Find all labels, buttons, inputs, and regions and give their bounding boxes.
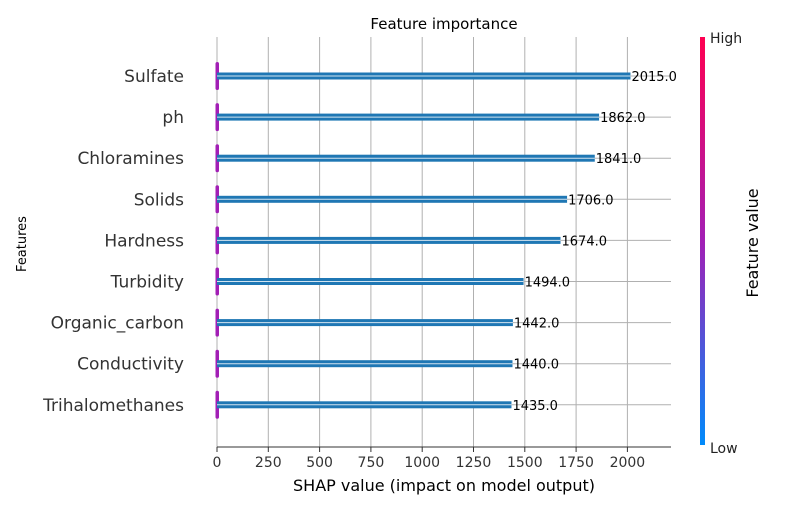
category-label: ph <box>162 108 184 128</box>
x-tick-label: 500 <box>306 455 333 471</box>
x-tick-label: 250 <box>255 455 282 471</box>
category-label: Solids <box>134 190 184 210</box>
category-label: Trihalomethanes <box>42 396 184 416</box>
x-tick-label: 2000 <box>610 455 646 471</box>
colorbar <box>700 37 705 445</box>
value-label: 2015.0 <box>631 70 677 85</box>
colorbar-low-label: Low <box>710 441 738 457</box>
x-axis-label: SHAP value (impact on model output) <box>293 476 595 495</box>
category-label: Hardness <box>104 231 184 251</box>
value-label: 1706.0 <box>568 193 614 208</box>
value-label: 1442.0 <box>514 317 560 332</box>
colorbar-title: Feature value <box>743 188 762 297</box>
category-label: Conductivity <box>77 355 184 375</box>
x-tick-label: 1500 <box>507 455 543 471</box>
value-label: 1494.0 <box>525 276 571 291</box>
bars-layer <box>215 62 631 419</box>
labels-layer: 2015.0 Sulfate 1862.0 ph 1841.0 Chloramines 17… <box>42 67 677 416</box>
value-label: 1435.0 <box>512 399 558 414</box>
x-tick-label: 1000 <box>404 455 440 471</box>
y-axis-label: Features <box>15 216 30 272</box>
value-label: 1674.0 <box>562 234 608 249</box>
colorbar-high-label: High <box>710 31 742 47</box>
chart-title: Feature importance <box>370 15 517 33</box>
x-tick-label: 1750 <box>558 455 594 471</box>
value-label: 1862.0 <box>600 111 646 126</box>
category-label: Turbidity <box>110 273 184 293</box>
value-label: 1841.0 <box>596 152 642 167</box>
category-label: Organic_carbon <box>51 314 184 334</box>
x-tick-label: 0 <box>213 455 222 471</box>
value-label: 1440.0 <box>513 358 559 373</box>
x-tick-label: 1250 <box>456 455 492 471</box>
x-tick-label: 750 <box>358 455 385 471</box>
category-label: Chloramines <box>77 149 184 169</box>
x-ticks: 0 250 500 750 1000 1250 1500 1750 2000 <box>213 447 646 471</box>
category-label: Sulfate <box>124 67 184 87</box>
